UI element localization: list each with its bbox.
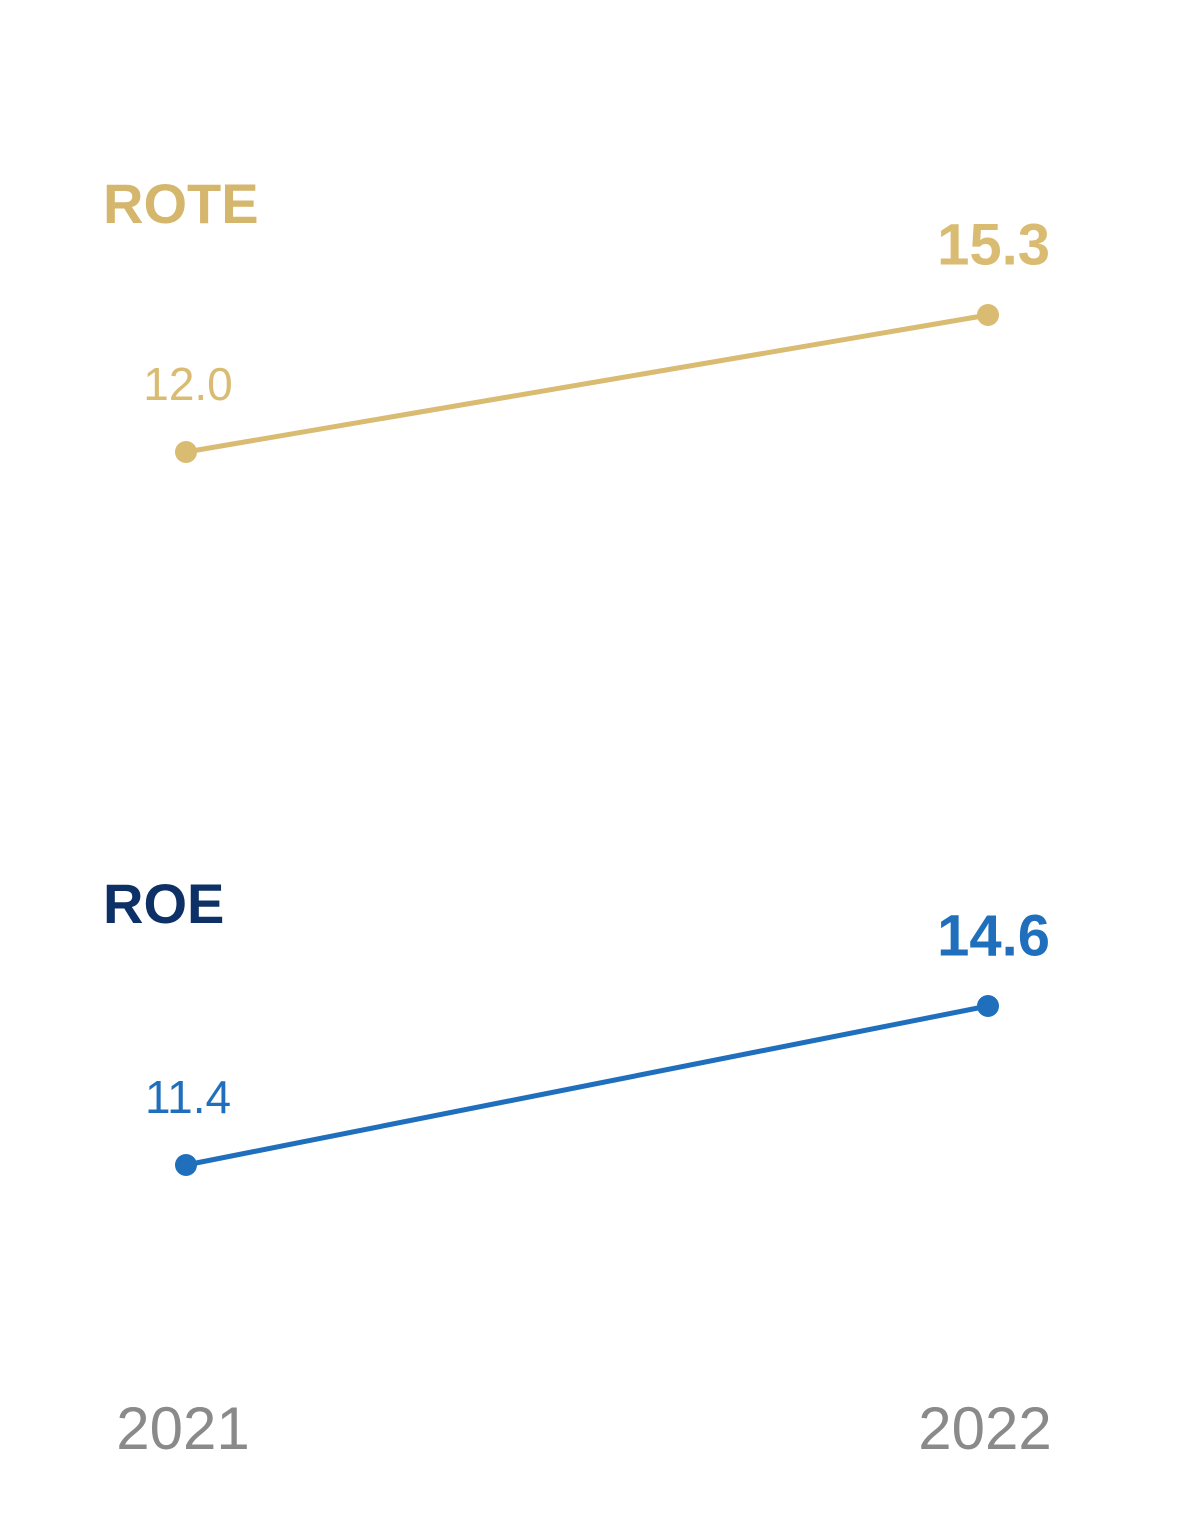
value-label: 14.6 xyxy=(937,903,1050,968)
value-label: 11.4 xyxy=(145,1071,231,1123)
value-label: 12.0 xyxy=(143,358,233,410)
line xyxy=(183,312,991,455)
series-title: ROTE xyxy=(103,172,259,235)
x-tick-label: 2022 xyxy=(918,1395,1051,1462)
point xyxy=(175,441,197,463)
x-tick-label: 2021 xyxy=(116,1395,249,1462)
point xyxy=(175,1154,197,1176)
point xyxy=(977,995,999,1017)
value-label: 15.3 xyxy=(937,212,1050,277)
line xyxy=(183,1003,991,1168)
series-title: ROE xyxy=(103,872,224,935)
point xyxy=(977,304,999,326)
